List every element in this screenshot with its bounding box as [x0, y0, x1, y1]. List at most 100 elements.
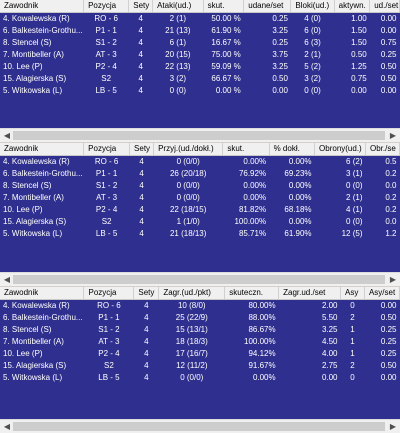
col-header-block-activity[interactable]: aktywn. [334, 0, 371, 13]
serves-cell: 17 (16/7) [158, 348, 225, 360]
reception-accuracy-cell: 0.00% [269, 192, 315, 204]
scroll-left-icon[interactable]: ◀ [3, 422, 11, 431]
serves-cell: 25 (22/9) [158, 312, 225, 324]
scroll-left-icon[interactable]: ◀ [3, 275, 11, 284]
col-header-serve-efficiency[interactable]: skuteczn. [224, 287, 280, 300]
serve-efficiency-cell: 100.00% [224, 336, 279, 348]
attack-per-set-cell: 0.00 [243, 85, 291, 97]
aces-per-set-cell: 0.25 [364, 324, 400, 336]
table-row[interactable]: 8. Stencel (S) S1 - 2 4 15 (13/1) 86.67% 3.25… [0, 324, 400, 336]
col-header-reception-accuracy[interactable]: % dokł. [269, 143, 316, 156]
col-header-defense-per-set[interactable]: Obr./se [365, 143, 400, 156]
reception-efficiency-cell: 100.00% [222, 216, 270, 228]
table-row[interactable]: 6. Balkestein-Grothu... P1 - 1 4 21 (13) 61.… [0, 25, 400, 37]
aces-cell: 2 [340, 312, 365, 324]
attacks-cell: 3 (2) [152, 73, 204, 85]
position-cell: P2 - 4 [83, 61, 129, 73]
player-name-cell: 8. Stencel (S) [0, 37, 84, 49]
serve-hscrollbar[interactable]: ◀ ▶ [0, 419, 400, 433]
col-header-attack-efficiency[interactable]: skut. [203, 0, 245, 13]
col-header-aces-per-set[interactable]: Asy/set [364, 287, 400, 300]
table-row[interactable]: 10. Lee (P) P2 - 4 4 22 (13) 59.09 % 3.25 5 (2… [0, 61, 400, 73]
table-row[interactable]: 10. Lee (P) P2 - 4 4 17 (16/7) 94.12% 4.00 1 0.… [0, 348, 400, 360]
scroll-left-icon[interactable]: ◀ [3, 131, 11, 140]
col-header-reception-efficiency[interactable]: skut. [222, 143, 270, 156]
reception-defense-viewport: Zawodnik Pozycja Sety Przyj.(ud./dokł.) … [0, 143, 400, 272]
aces-cell: 1 [340, 324, 365, 336]
col-header-player[interactable]: Zawodnik [0, 0, 85, 13]
col-header-serves[interactable]: Zagr.(ud./pkt) [158, 287, 226, 300]
reception-defense-hscrollbar[interactable]: ◀ ▶ [0, 272, 400, 286]
col-header-receptions[interactable]: Przyj.(ud./dokł.) [153, 143, 224, 156]
sets-cell: 4 [133, 348, 159, 360]
col-header-block-per-set[interactable]: ud./set [369, 0, 400, 13]
receptions-cell: 0 (0/0) [153, 155, 223, 168]
reception-accuracy-cell: 69.23% [269, 168, 315, 180]
player-name-cell: 10. Lee (P) [0, 348, 84, 360]
serve-per-set-cell: 5.50 [278, 312, 341, 324]
col-header-player[interactable]: Zawodnik [0, 287, 85, 300]
player-name-cell: 5. Witkowska (L) [0, 372, 84, 384]
scroll-thumb[interactable] [13, 131, 385, 140]
table-row[interactable]: 6. Balkestein-Grothu... P1 - 1 4 26 (20/18)… [0, 168, 400, 180]
serve-efficiency-cell: 86.67% [224, 324, 279, 336]
reception-accuracy-cell: 0.00% [269, 180, 315, 192]
block-activity-cell: 0.00 [334, 85, 370, 97]
col-header-sets[interactable]: Sety [129, 143, 155, 156]
attack-efficiency-cell: 59.09 % [203, 61, 244, 73]
reception-accuracy-cell: 68.18% [269, 204, 315, 216]
col-header-player[interactable]: Zawodnik [0, 143, 85, 156]
col-header-aces[interactable]: Asy [340, 287, 365, 300]
reception-efficiency-cell: 0.00% [222, 155, 270, 168]
attack-block-hscrollbar[interactable]: ◀ ▶ [0, 128, 400, 142]
scroll-right-icon[interactable]: ▶ [389, 422, 397, 431]
table-row[interactable]: 7. Montibeller (A) AT - 3 4 20 (15) 75.00 % 3… [0, 49, 400, 61]
col-header-serve-per-set[interactable]: Zagr.ud./set [278, 287, 342, 300]
attack-per-set-cell: 0.25 [243, 12, 291, 25]
table-row[interactable]: 15. Alagierska (S) S2 4 3 (2) 66.67 % 0.50 3 (… [0, 73, 400, 85]
blocks-cell: 3 (2) [290, 73, 335, 85]
table-row[interactable]: 4. Kowalewska (R) RO - 6 4 10 (8/0) 80.00% 2.… [0, 299, 400, 312]
sets-cell: 4 [128, 12, 153, 25]
table-row[interactable]: 15. Alagierska (S) S2 4 1 (1/0) 100.00% 0.00%… [0, 216, 400, 228]
reception-accuracy-cell: 0.00% [269, 216, 315, 228]
col-header-sets[interactable]: Sety [128, 0, 154, 13]
defenses-cell: 0 (0) [314, 180, 366, 192]
col-header-attack-per-set[interactable]: udane/set [243, 0, 292, 13]
table-row[interactable]: 6. Balkestein-Grothu... P1 - 1 4 25 (22/9) 8… [0, 312, 400, 324]
reception-efficiency-cell: 76.92% [222, 168, 270, 180]
col-header-sets[interactable]: Sety [133, 287, 160, 300]
col-header-position[interactable]: Pozycja [83, 287, 135, 300]
table-row[interactable]: 5. Witkowska (L) LB - 5 4 21 (18/13) 85.71% 6… [0, 228, 400, 240]
sets-cell: 4 [133, 324, 159, 336]
col-header-position[interactable]: Pozycja [83, 0, 130, 13]
table-row[interactable]: 15. Alagierska (S) S2 4 12 (11/2) 91.67% 2.75… [0, 360, 400, 372]
col-header-position[interactable]: Pozycja [83, 143, 131, 156]
serve-per-set-cell: 2.75 [278, 360, 341, 372]
col-header-defenses[interactable]: Obrony(ud.) [314, 143, 366, 156]
serve-viewport: Zawodnik Pozycja Sety Zagr.(ud./pkt) sku… [0, 287, 400, 419]
table-row[interactable]: 7. Montibeller (A) AT - 3 4 18 (18/3) 100.00… [0, 336, 400, 348]
scroll-thumb[interactable] [13, 422, 385, 431]
scroll-right-icon[interactable]: ▶ [389, 275, 397, 284]
col-header-blocks[interactable]: Bloki(ud.) [290, 0, 335, 13]
table-row[interactable]: 10. Lee (P) P2 - 4 4 22 (18/15) 81.82% 68.18%… [0, 204, 400, 216]
position-cell: RO - 6 [83, 299, 134, 312]
scroll-thumb[interactable] [13, 275, 385, 284]
receptions-cell: 21 (18/13) [153, 228, 223, 240]
attacks-cell: 0 (0) [152, 85, 204, 97]
attack-block-panel: Zawodnik Pozycja Sety Ataki(ud.) skut. u… [0, 0, 400, 142]
col-header-attacks[interactable]: Ataki(ud.) [152, 0, 204, 13]
sets-cell: 4 [128, 73, 153, 85]
reception-defense-panel: Zawodnik Pozycja Sety Przyj.(ud./dokł.) … [0, 143, 400, 286]
scroll-right-icon[interactable]: ▶ [389, 131, 397, 140]
block-per-set-cell: 0.00 [369, 25, 400, 37]
serves-cell: 0 (0/0) [158, 372, 225, 384]
